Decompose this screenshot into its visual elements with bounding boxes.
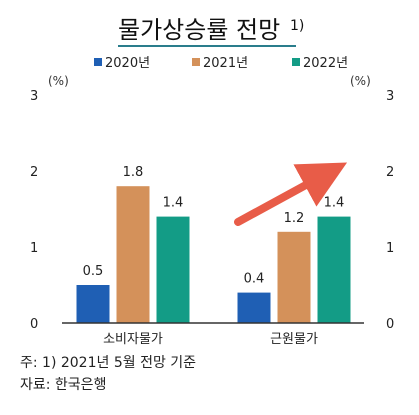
- legend-swatch-2: [292, 58, 300, 66]
- chart-title: 물가상승률 전망: [118, 16, 280, 44]
- left-y-tick-1: 1: [30, 241, 38, 256]
- bar-0-2: [156, 216, 190, 323]
- legend: 2020년 2021년 2022년: [94, 56, 348, 71]
- bar-series-group: [76, 186, 351, 323]
- bar-value-label-1-1: 1.2: [284, 211, 305, 226]
- bar-value-label-1-2: 1.4: [324, 196, 345, 211]
- left-axis-unit: (%): [48, 74, 69, 88]
- bar-value-label-0-1: 1.8: [123, 165, 144, 180]
- bar-1-0: [237, 292, 271, 323]
- right-axis-unit: (%): [350, 74, 371, 88]
- chart-title-group: 물가상승률 전망 1): [118, 16, 304, 44]
- legend-label-2: 2022년: [303, 56, 348, 71]
- left-y-tick-2: 2: [30, 165, 38, 180]
- x-axis-categories: 소비자물가 근원물가: [103, 332, 318, 347]
- right-y-tick-3: 3: [386, 89, 394, 104]
- right-y-tick-1: 1: [386, 241, 394, 256]
- bar-0-1: [116, 186, 150, 323]
- chart-title-superscript: 1): [290, 18, 304, 34]
- x-category-1: 근원물가: [270, 332, 318, 347]
- right-axis-ticks: 0 1 2 3: [386, 89, 394, 332]
- left-y-tick-3: 3: [30, 89, 38, 104]
- bar-1-2: [317, 216, 351, 323]
- bar-1-1: [277, 231, 311, 323]
- footnote: 주: 1) 2021년 5월 전망 기준: [20, 355, 196, 371]
- legend-label-1: 2021년: [203, 56, 248, 71]
- legend-swatch-1: [192, 58, 200, 66]
- right-y-tick-2: 2: [386, 165, 394, 180]
- bar-value-label-0-0: 0.5: [83, 264, 104, 279]
- left-y-tick-0: 0: [30, 317, 38, 332]
- source-note: 자료: 한국은행: [20, 377, 106, 393]
- bar-value-label-1-0: 0.4: [244, 272, 265, 287]
- trend-arrow: [234, 162, 348, 226]
- legend-swatch-0: [94, 58, 102, 66]
- x-category-0: 소비자물가: [103, 332, 163, 347]
- legend-label-0: 2020년: [105, 56, 150, 71]
- bar-value-label-0-2: 1.4: [163, 196, 184, 211]
- bar-0-0: [76, 285, 110, 323]
- left-axis-ticks: 0 1 2 3: [30, 89, 38, 332]
- right-y-tick-0: 0: [386, 317, 394, 332]
